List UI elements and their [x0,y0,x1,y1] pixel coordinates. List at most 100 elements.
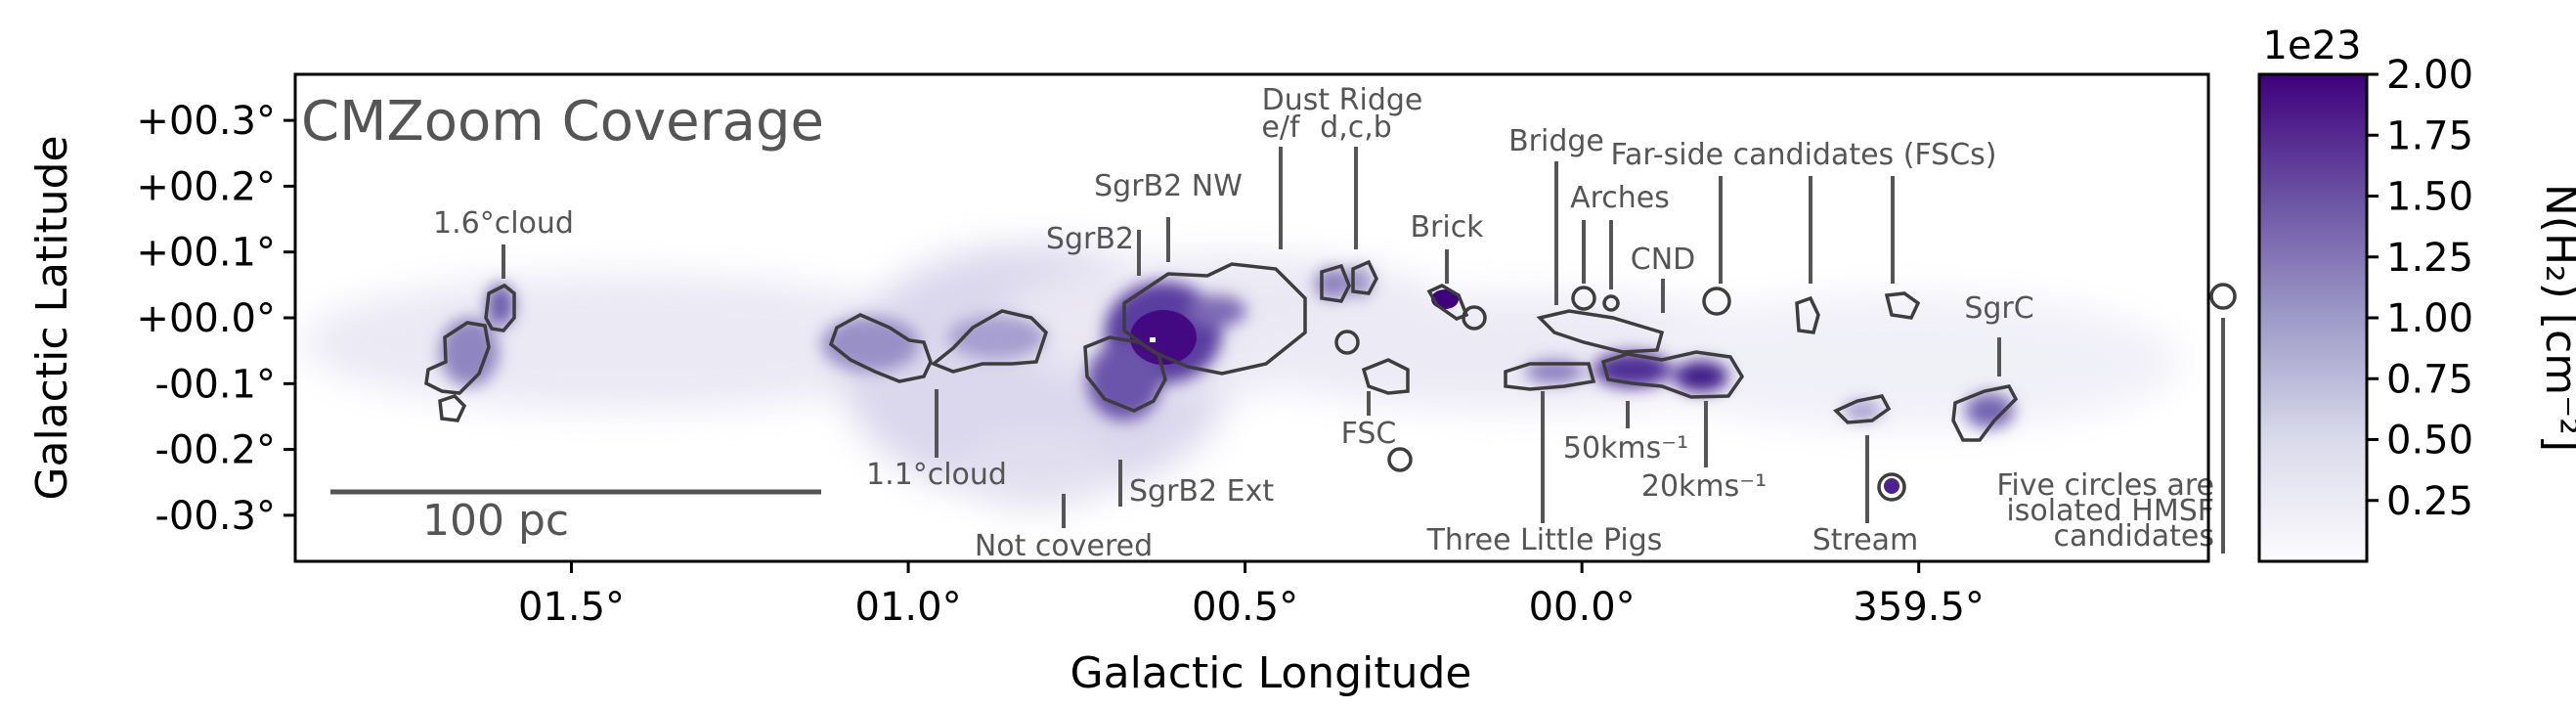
label-hmsf-line3: candidates [2053,519,2214,554]
colorbar-tick-label: 1.00 [2386,296,2473,341]
y-tick-label: -00.1° [155,362,277,407]
contour-dust-ridge-dcb [1351,259,1378,295]
colorbar-label: N(H₂) [cm⁻²] [2536,184,2576,452]
y-tick-label: +00.2° [136,164,276,209]
contour-stream-circle [1877,472,1906,502]
label-fsc: FSC [1341,417,1397,451]
contour-dust-ridge-ef [1320,263,1351,303]
contour-three-little-pigs [1504,362,1596,391]
contour-fsc-3 [1884,291,1921,320]
label-sgrb2: SgrB2 [1046,222,1134,256]
label-dust-ridge: Dust Ridge [1262,83,1423,117]
colorbar-tick-label: 0.50 [2386,419,2473,464]
diffuse-emission [1633,293,2180,430]
colorbar-tick-label: 1.25 [2386,236,2473,281]
contour-brick [1426,284,1469,321]
contour-bridge [1536,309,1665,354]
contour-sgrb2-ext [1083,335,1167,413]
label-dust-ridge-dcb: d,c,b [1320,111,1392,145]
colorbar-ticks: 2.00 1.75 1.50 1.25 1.00 0.75 0.50 0.25 [2367,53,2473,524]
contour-fsc [1334,330,1360,355]
saturated-pixels [1150,337,1156,342]
label-bridge: Bridge [1508,124,1604,158]
label-sgrc: SgrC [1964,291,2033,326]
contour-sgrc [1951,384,2019,442]
dense-clump [1965,393,2014,428]
panel-label: CMZoom Coverage [301,90,824,154]
colorbar-tick-label: 0.25 [2386,479,2473,524]
contour-arches [1602,294,1620,312]
label-arches: Arches [1570,181,1670,215]
label-not-covered: Not covered [975,529,1153,563]
dense-clump [821,317,919,372]
label-cnd: CND [1631,243,1696,277]
label-dust-ridge-ef: e/f [1261,111,1301,145]
contour-fsc [1361,358,1410,395]
heatmap-panel: 100 pc CMZoom Coverage 1.6°cloud 1.1°clo… [27,72,2237,698]
label-50kms: 50kms⁻¹ [1563,431,1688,465]
label-1-1-cloud: 1.1°cloud [866,458,1007,492]
contour-1-6-cloud [424,321,491,395]
label-20kms: 20kms⁻¹ [1641,469,1767,504]
contour-arches [1571,286,1596,311]
label-fscs: Far-side candidates (FSCs) [1611,138,1997,172]
y-axis-ticks: +00.3° +00.2° +00.1° +00.0° -00.1° -00.2° -00.… [136,99,295,539]
contour-1-1-cloud [828,313,933,383]
sgrb2-core [1130,310,1197,365]
dense-clump [1594,352,1672,387]
column-density-emission [303,244,2180,509]
contour-1-1-cloud [930,309,1049,374]
label-1-6-cloud: 1.6°cloud [433,206,574,241]
y-tick-label: -00.2° [155,428,277,473]
colorbar-offset-text: 1e23 [2263,23,2362,68]
coverage-contours [424,259,2237,502]
colorbar-tick-label: 1.50 [2386,175,2473,220]
dense-clump [1674,361,1728,392]
label-three-little-pigs: Three Little Pigs [1426,523,1663,557]
label-sgrb2-ext: SgrB2 Ext [1129,474,1274,509]
y-tick-label: -00.3° [155,494,277,539]
x-axis-label: Galactic Longitude [1070,648,1472,698]
y-axis-label: Galactic Latitude [27,135,77,500]
y-tick-label: +00.0° [136,296,276,341]
annotation-texts: 1.6°cloud 1.1°cloud Not covered SgrB2 Sg… [433,83,2214,563]
colorbar-tick-label: 0.75 [2386,357,2473,402]
dense-clump [1315,268,1350,299]
dense-clump [1525,360,1584,383]
scale-bar-label: 100 pc [422,496,569,546]
label-brick: Brick [1410,210,1484,244]
label-stream: Stream [1812,523,1919,557]
contour-cnd-20kms [1600,350,1745,399]
contour-circle [1462,305,1487,331]
contour-stream [1832,394,1892,424]
contour-fsc-2 [1795,295,1820,334]
dense-clump [487,284,514,327]
annotation-lines [502,147,2225,554]
colorbar-tick-label: 1.75 [2386,113,2473,158]
label-sgrb2-nw: SgrB2 NW [1094,169,1243,203]
x-tick-label: 00.0° [1529,585,1636,630]
colorbar-gradient [2257,72,2369,563]
stream-core [1884,478,1899,494]
x-tick-label: 359.5° [1853,585,1985,630]
contour-fsc-1 [1702,287,1731,316]
y-tick-label: +00.1° [136,231,276,276]
contour-1-6-cloud [438,393,467,422]
dense-clump [440,318,499,386]
colorbar-tick-label: 2.00 [2386,53,2473,98]
contour-hmsf-circle [2209,283,2237,310]
diffuse-emission [958,430,1114,509]
colorbar: 1e23 2.00 1.75 1.50 1.25 1.00 0.75 0.50 0.25 N(… [2257,23,2576,563]
x-tick-label: 01.5° [518,585,625,630]
x-tick-label: 00.5° [1192,585,1298,630]
label-hmsf-line2: isolated HMSF [2006,494,2214,528]
dense-clump [1188,295,1246,327]
y-tick-label: +00.3° [136,99,276,144]
dense-clump [1843,401,1882,421]
label-hmsf-line1: Five circles are [1996,468,2214,503]
contour-fsc [1387,447,1413,472]
x-axis-ticks: 01.5° 01.0° 00.5° 00.0° 359.5° [518,561,1985,630]
contour-1-6-cloud [484,283,516,332]
x-tick-label: 01.0° [855,585,962,630]
